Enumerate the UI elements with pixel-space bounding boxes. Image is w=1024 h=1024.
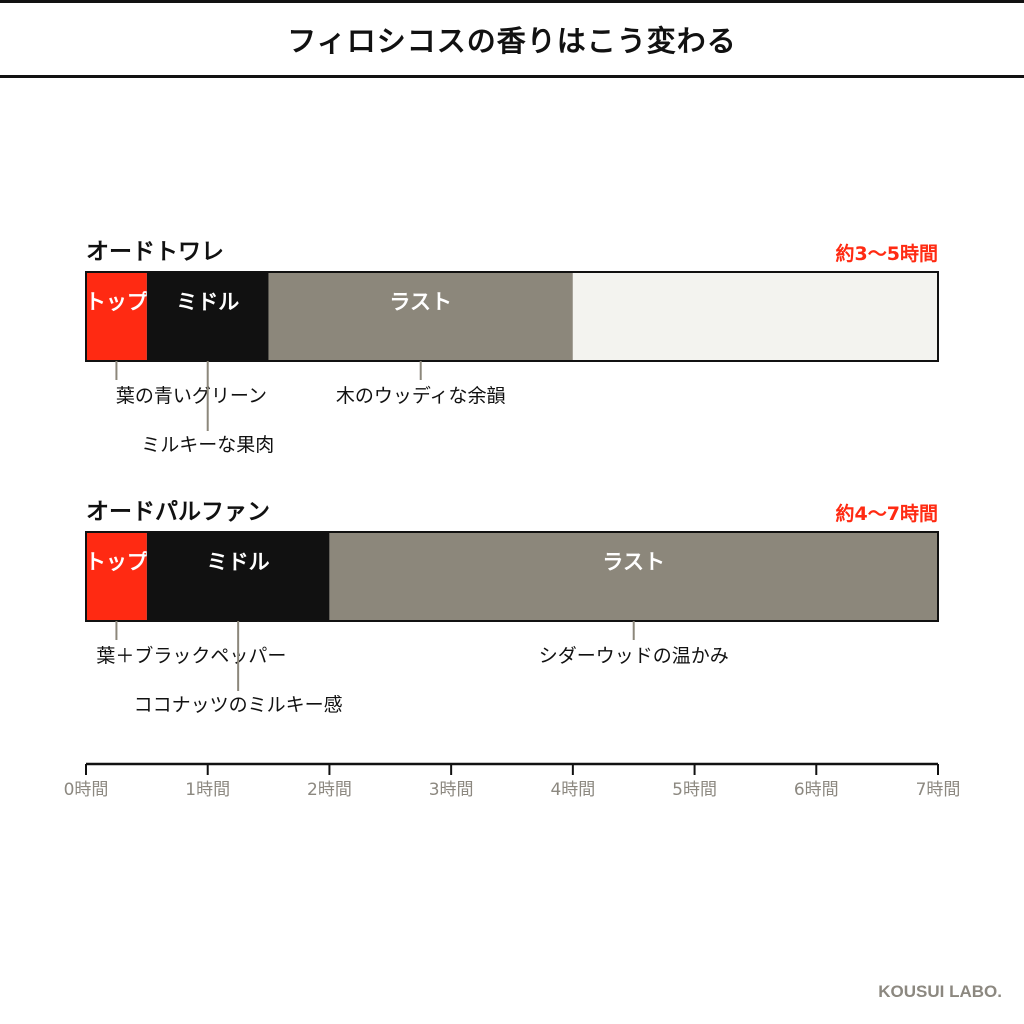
bar-outline [85, 271, 939, 362]
bar-segment-label: ミドル [207, 550, 270, 574]
series-name: オードトワレ [86, 239, 224, 265]
series-name: オードパルファン [86, 499, 270, 525]
page-title: フィロシコスの香りはこう変わる [287, 24, 737, 58]
annotation-label: 葉の青いグリーン [116, 385, 267, 407]
bar-segment-top [86, 272, 147, 361]
bar-segment-top [86, 532, 147, 621]
bar-segment-last [329, 532, 938, 621]
x-axis-tick-label: 6時間 [794, 780, 839, 800]
annotation-label: ミルキーな果肉 [141, 434, 274, 456]
annotation-label: 木のウッディな余韻 [336, 385, 506, 407]
x-axis-tick-label: 5時間 [672, 780, 717, 800]
bar-segment-label: ミドル [176, 290, 239, 314]
x-axis-tick-label: 7時間 [916, 780, 961, 800]
bar-segment-label: トップ [85, 290, 149, 314]
bar-segment-middle [146, 272, 269, 361]
annotation-label: 葉＋ブラックペッパー [96, 644, 286, 667]
bar-segment-label: トップ [85, 550, 149, 574]
bar-segment-label: ラスト [389, 290, 452, 314]
series-duration-label: 約4〜7時間 [836, 502, 938, 525]
bar-segment-label: ラスト [602, 550, 665, 574]
x-axis-tick-label: 1時間 [185, 780, 230, 800]
brand-logo-text: KOUSUI LABO. [878, 982, 1002, 1001]
bar-segment-last [268, 272, 573, 361]
x-axis-tick-label: 3時間 [429, 780, 474, 800]
annotation-label: ココナッツのミルキー感 [134, 694, 343, 716]
bar-segment-middle [146, 532, 330, 621]
header: フィロシコスの香りはこう変わる [0, 0, 1024, 78]
annotation-label: シダーウッドの温かみ [539, 645, 729, 667]
x-axis-tick-label: 4時間 [550, 780, 595, 800]
x-axis-tick-label: 0時間 [64, 780, 109, 800]
bar-segment-remaining [572, 272, 938, 361]
series-duration-label: 約3〜5時間 [836, 242, 938, 265]
bar-outline [85, 531, 939, 622]
x-axis-tick-label: 2時間 [307, 780, 352, 800]
